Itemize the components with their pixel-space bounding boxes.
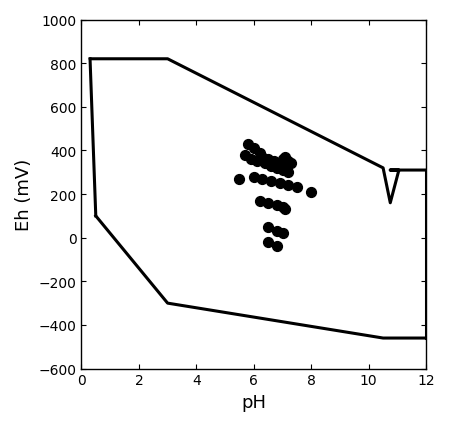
Point xyxy=(267,163,274,170)
Point xyxy=(273,165,280,172)
Point xyxy=(279,230,286,237)
Point xyxy=(262,161,269,167)
Point xyxy=(250,174,257,181)
Point xyxy=(276,163,283,170)
Point xyxy=(285,158,292,165)
Point xyxy=(282,207,289,213)
Point xyxy=(273,202,280,209)
Point xyxy=(244,141,252,148)
Point xyxy=(270,158,278,165)
Point xyxy=(236,176,243,183)
Point xyxy=(265,156,272,163)
Point xyxy=(293,184,301,191)
Y-axis label: Eh (mV): Eh (mV) xyxy=(15,158,33,230)
Point xyxy=(285,170,292,176)
Point xyxy=(256,198,263,204)
Point xyxy=(265,200,272,207)
Point xyxy=(282,154,289,161)
Point xyxy=(279,156,286,163)
Point xyxy=(259,176,266,183)
Point xyxy=(279,204,286,211)
Point xyxy=(250,145,257,152)
Point xyxy=(267,178,274,185)
Point xyxy=(276,180,283,187)
Point xyxy=(242,152,249,159)
Point xyxy=(256,150,263,157)
Point xyxy=(279,167,286,174)
X-axis label: pH: pH xyxy=(241,393,266,411)
Point xyxy=(288,161,295,167)
Point xyxy=(248,156,255,163)
Point xyxy=(308,189,315,196)
Point xyxy=(253,158,260,165)
Point xyxy=(265,224,272,230)
Point xyxy=(273,161,280,167)
Point xyxy=(259,154,266,161)
Point xyxy=(285,182,292,189)
Point xyxy=(273,228,280,235)
Point xyxy=(265,239,272,246)
Point xyxy=(273,243,280,250)
